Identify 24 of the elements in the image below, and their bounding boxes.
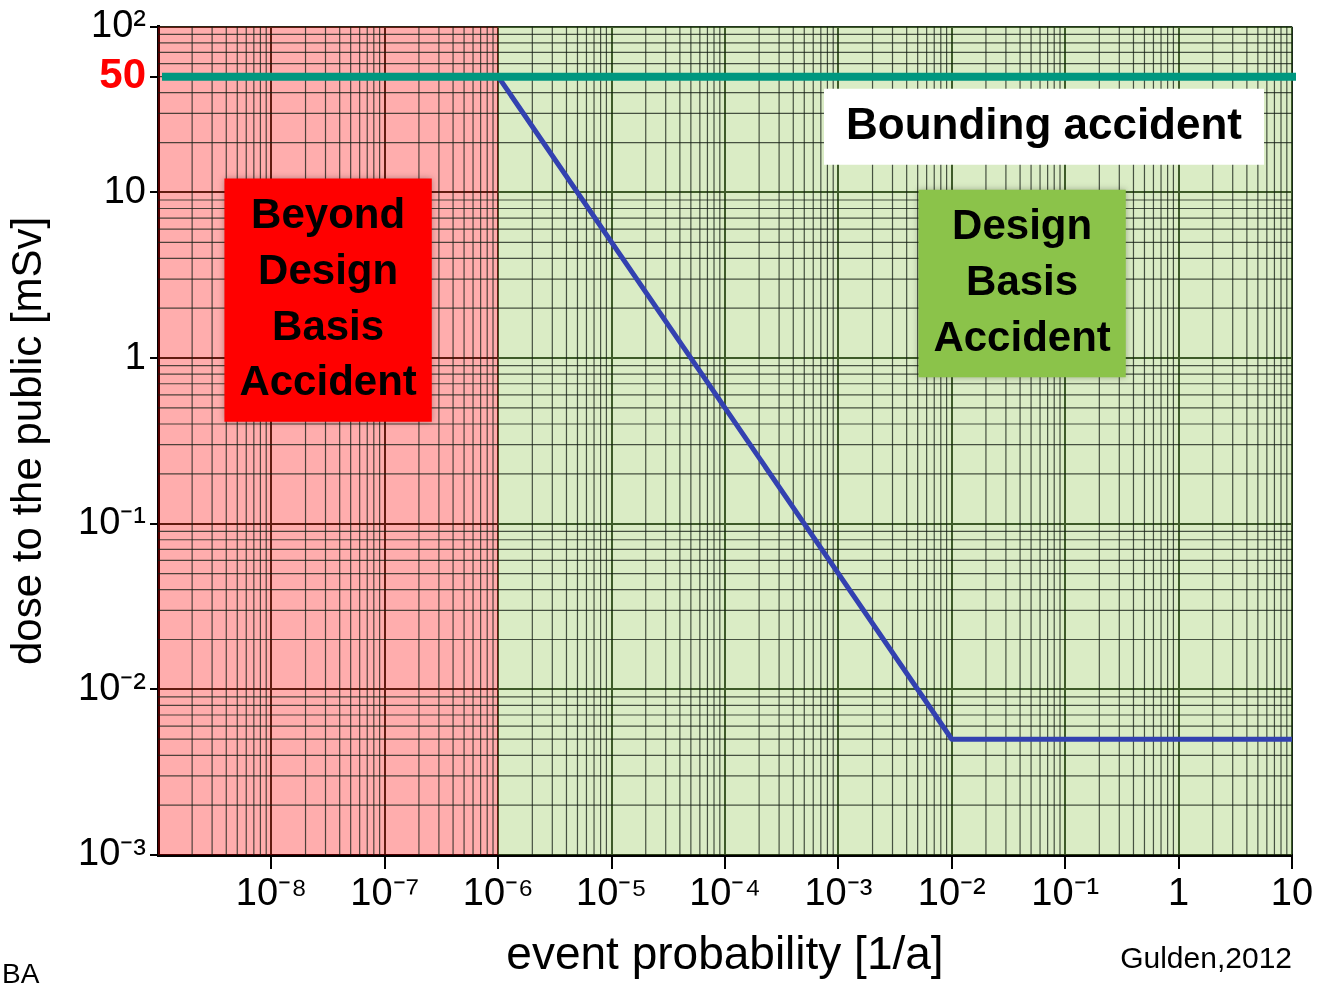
- y-tick-label: 10⁻¹: [78, 500, 146, 543]
- x-tick-label: 10⁻⁸: [235, 871, 308, 914]
- y-axis-title: dose to the public [mSv]: [2, 216, 50, 666]
- x-tick-label: 10⁻³: [804, 871, 873, 914]
- x-tick-label: 10⁻⁴: [689, 871, 761, 914]
- x-tick-label: 10⁻¹: [1031, 871, 1100, 914]
- x-tick-label: 1: [1168, 871, 1190, 914]
- x-tick-label: 10⁻⁵: [576, 871, 648, 914]
- x-tick-label: 10⁻²: [917, 871, 986, 914]
- x-tick-label: 10⁻⁶: [462, 871, 534, 914]
- x-tick-label: 10⁻⁷: [350, 871, 420, 914]
- ref-line-label: Bounding accident: [846, 98, 1243, 148]
- y-tick-label: 10⁻³: [78, 831, 146, 874]
- y-tick-label: 1: [124, 334, 146, 377]
- text: BA: [2, 958, 40, 988]
- x-tick-label: 10: [1270, 871, 1314, 914]
- y-tick-label: 50: [99, 50, 146, 98]
- x-axis-title: event probability [1/a]: [506, 927, 944, 980]
- y-tick-label: 10²: [91, 3, 146, 46]
- band-label: Beyond Design Basis Accident: [239, 189, 417, 405]
- text: Gulden,2012: [1120, 941, 1292, 974]
- y-tick-label: 10⁻²: [78, 665, 146, 708]
- band-label: Design Basis Accident: [933, 201, 1111, 360]
- y-tick-label: 10: [103, 168, 146, 211]
